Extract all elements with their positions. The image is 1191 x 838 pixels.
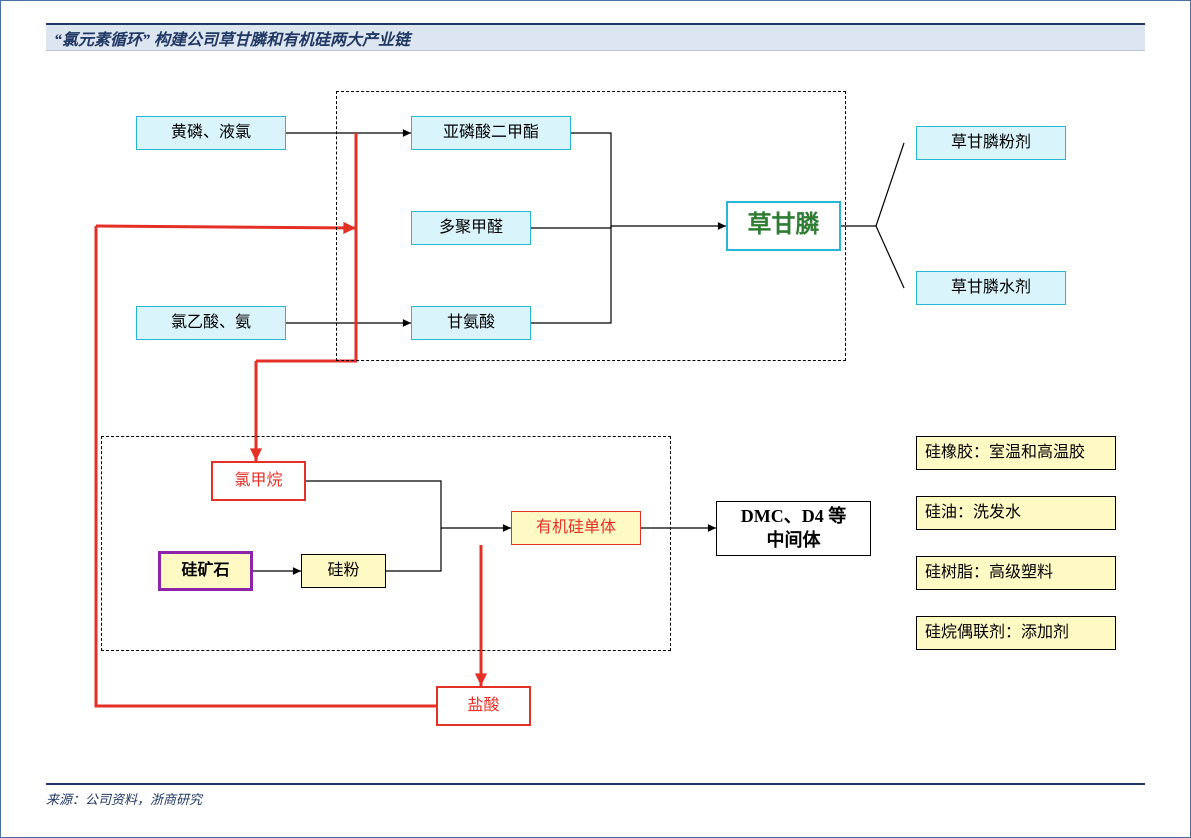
n-ganansuan: 甘氨酸	[411, 306, 531, 340]
n-lvjiawan: 氯甲烷	[211, 461, 306, 501]
n-guishuzhi: 硅树脂：高级塑料	[916, 556, 1116, 590]
n-guixiangjiao: 硅橡胶：室温和高温胶	[916, 436, 1116, 470]
n-caoganlin: 草甘膦	[726, 201, 841, 251]
n-yansuan: 盐酸	[436, 686, 531, 726]
n-yalinsuan: 亚磷酸二甲酯	[411, 116, 571, 150]
n-youjigui: 有机硅单体	[511, 511, 641, 545]
n-guikuangshi: 硅矿石	[158, 551, 253, 591]
n-fenji: 草甘膦粉剂	[916, 126, 1066, 160]
n-guiyou: 硅油：洗发水	[916, 496, 1116, 530]
n-guiwan: 硅烷偶联剂：添加剂	[916, 616, 1116, 650]
title-text: “氯元素循环” 构建公司草甘膦和有机硅两大产业链	[54, 26, 410, 50]
n-guifen: 硅粉	[301, 554, 386, 588]
n-dmc: DMC、D4 等 中间体	[716, 501, 871, 556]
n-shuiji: 草甘膦水剂	[916, 271, 1066, 305]
footer-text: 来源：公司资料，浙商研究	[46, 792, 202, 807]
page-frame: “氯元素循环” 构建公司草甘膦和有机硅两大产业链 黄磷、液氯 亚磷酸二甲酯多聚甲醛…	[0, 0, 1191, 838]
footer: 来源：公司资料，浙商研究	[46, 783, 1145, 809]
diagram-canvas: 黄磷、液氯亚磷酸二甲酯多聚甲醛氯乙酸、氨甘氨酸草甘膦草甘膦粉剂草甘膦水剂氯甲烷硅…	[46, 61, 1145, 777]
title-bar: “氯元素循环” 构建公司草甘膦和有机硅两大产业链	[46, 23, 1145, 51]
n-huanglin: 黄磷、液氯	[136, 116, 286, 150]
n-duojujia: 多聚甲醛	[411, 211, 531, 245]
n-lvyisuan: 氯乙酸、氨	[136, 306, 286, 340]
